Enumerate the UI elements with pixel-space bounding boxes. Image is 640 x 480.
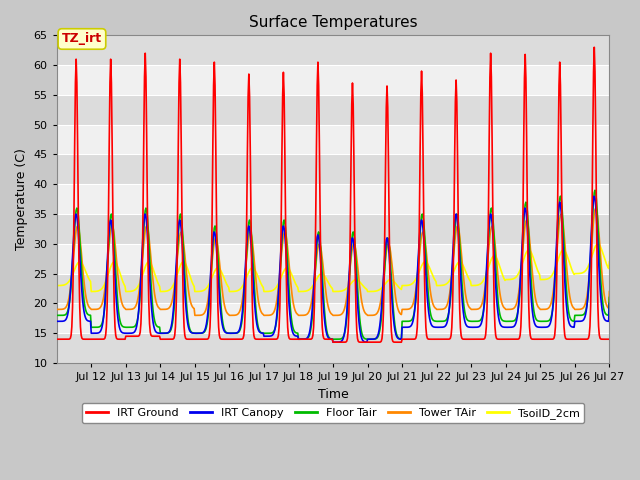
Bar: [57, 303, 609, 333]
Bar: [57, 125, 609, 155]
Bar: [57, 65, 609, 95]
Bar: [57, 214, 609, 244]
Title: Surface Temperatures: Surface Temperatures: [249, 15, 417, 30]
X-axis label: Time: Time: [317, 388, 348, 401]
Bar: [57, 184, 609, 214]
Bar: [57, 274, 609, 303]
Legend: IRT Ground, IRT Canopy, Floor Tair, Tower TAir, TsoilD_2cm: IRT Ground, IRT Canopy, Floor Tair, Towe…: [82, 403, 584, 423]
Bar: [57, 36, 609, 65]
Text: TZ_irt: TZ_irt: [62, 33, 102, 46]
Bar: [57, 244, 609, 274]
Bar: [57, 155, 609, 184]
Bar: [57, 333, 609, 363]
Y-axis label: Temperature (C): Temperature (C): [15, 148, 28, 250]
Bar: [57, 95, 609, 125]
